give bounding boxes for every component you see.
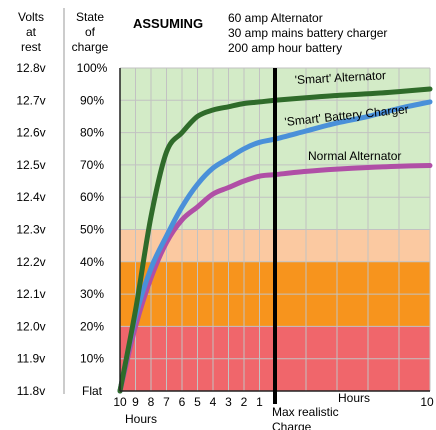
x-tick-label: 6	[179, 395, 186, 409]
volts-header-line3: rest	[21, 40, 42, 54]
volts-tick-label: 12.7v	[16, 93, 45, 107]
volts-tick-label: 12.2v	[16, 255, 45, 269]
volts-tick-label: 12.5v	[16, 158, 45, 172]
charge-tick-label: 90%	[80, 93, 104, 107]
volts-tick-label: 12.1v	[16, 287, 45, 301]
smart-charger-line	[117, 99, 433, 394]
charge-tick-label: 70%	[80, 158, 104, 172]
x-tick-label: 8	[148, 395, 155, 409]
charge-tick-label: 20%	[80, 319, 104, 333]
volts-tick-label: 12.8v	[16, 61, 45, 75]
volts-tick-label: 11.8v	[17, 384, 45, 398]
axes	[63, 8, 430, 404]
normal-alternator-line	[117, 163, 433, 394]
volts-header-line1: Volts	[18, 10, 44, 24]
x-tick-label: 5	[194, 395, 201, 409]
charge-tick-label: 10%	[80, 352, 104, 366]
x-tick-label: 4	[210, 395, 217, 409]
x-tick-label: 2	[241, 395, 248, 409]
y-tick-labels: 12.8v 100% 12.7v 90% 12.6v 80% 12.5v 70% 12.4v 60…	[16, 61, 107, 398]
volts-tick-label: 12.3v	[16, 223, 45, 237]
marker-label-line1: Max realistic	[272, 405, 339, 419]
x-axis-titles: Hours Hours Max realistic Charge	[125, 391, 370, 430]
assuming-label: ASSUMING	[133, 16, 203, 31]
charge-header-line1: State	[76, 10, 104, 24]
x-right-title: Hours	[338, 391, 370, 405]
volts-tick-label: 12.4v	[16, 190, 45, 204]
volts-tick-label: 12.6v	[16, 126, 45, 140]
volts-header-line2: at	[26, 25, 37, 39]
marker-label-line2: Charge	[272, 420, 312, 430]
charge-header-line2: of	[85, 25, 96, 39]
x-tick-label: 9	[132, 395, 139, 409]
charge-tick-label: 100%	[77, 61, 108, 75]
x-tick-labels: 10 9 8 7 6 5 4 3 2 1 10	[113, 395, 434, 409]
charge-tick-label: 80%	[80, 126, 104, 140]
assumption-mains-charger: 30 amp mains battery charger	[228, 26, 387, 40]
charge-header-line3: charge	[72, 40, 109, 54]
charge-tick-label: 40%	[80, 255, 104, 269]
label-smart-alternator: 'Smart' Alternator	[294, 68, 386, 87]
charge-tick-label: 50%	[80, 223, 104, 237]
assumption-battery: 200 amp hour battery	[228, 41, 342, 55]
x-tick-label: 3	[225, 395, 232, 409]
x-left-title: Hours	[125, 412, 157, 426]
x-tick-label-right-end: 10	[420, 395, 434, 409]
volts-tick-label: 11.9v	[17, 352, 45, 366]
series-lines	[117, 86, 433, 394]
x-tick-label: 7	[163, 395, 170, 409]
header: Volts at rest State of charge ASSUMING 6…	[18, 10, 387, 55]
charge-tick-label: 30%	[80, 287, 104, 301]
assumption-alternator: 60 amp Alternator	[228, 11, 323, 25]
x-tick-label: 10	[113, 395, 127, 409]
label-normal-alternator: Normal Alternator	[308, 149, 401, 163]
volts-tick-label: 12.0v	[16, 319, 45, 333]
x-tick-label: 1	[256, 395, 263, 409]
charge-tick-label: 60%	[80, 190, 104, 204]
charge-tick-label: Flat	[82, 384, 103, 398]
smart-alternator-line	[117, 86, 433, 394]
